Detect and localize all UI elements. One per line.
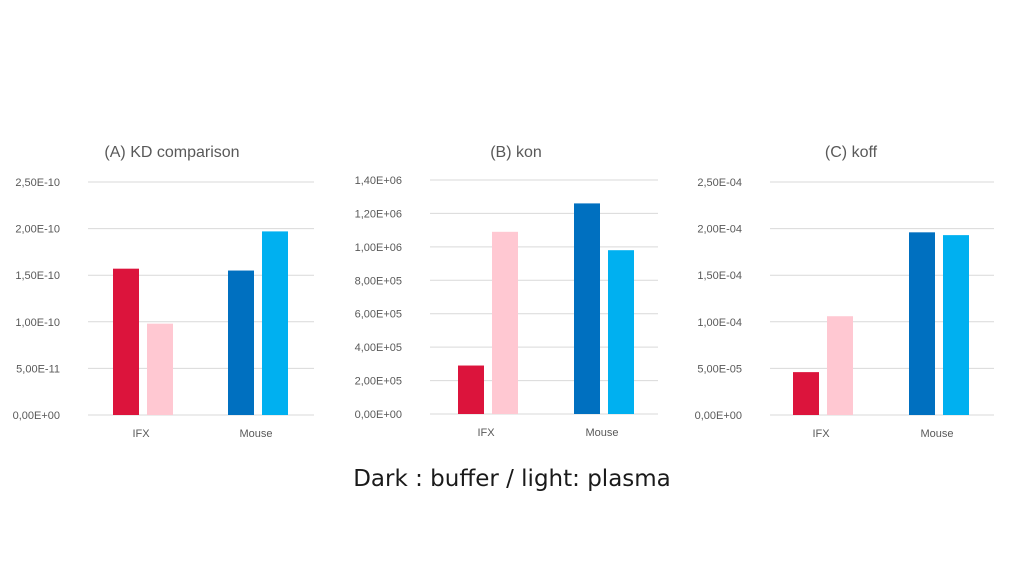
y-tick-label: 2,50E-10: [15, 177, 60, 189]
y-tick-label: 1,20E+06: [355, 208, 402, 220]
y-tick-label: 6,00E+05: [355, 309, 402, 321]
chart-title: (B) kon: [490, 144, 542, 161]
bar-ifx-plasma: [827, 316, 853, 415]
x-category-label: Mouse: [585, 427, 618, 439]
y-tick-label: 2,50E-04: [697, 177, 742, 189]
y-tick-label: 1,40E+06: [355, 175, 402, 187]
y-tick-label: 1,00E-10: [15, 317, 60, 329]
bar-ifx-buffer: [113, 268, 139, 415]
bar-ifx-buffer: [458, 365, 484, 414]
y-tick-label: 1,00E+06: [355, 242, 402, 254]
y-tick-label: 0,00E+00: [355, 409, 402, 421]
y-tick-label: 2,00E-04: [697, 224, 742, 236]
x-category-label: IFX: [132, 428, 150, 440]
chart-kd-comparison: (A) KD comparison 0,00E+00 5,00E-11 1,00E-1…: [13, 144, 314, 440]
bar-mouse-plasma: [262, 231, 288, 415]
x-category-label: IFX: [812, 428, 830, 440]
bar-mouse-plasma: [608, 250, 634, 414]
y-tick-label: 2,00E-10: [15, 224, 60, 236]
y-tick-label: 2,00E+05: [355, 376, 402, 388]
y-tick-label: 8,00E+05: [355, 275, 402, 287]
x-category-label: Mouse: [239, 428, 272, 440]
chart-koff: (C) koff 0,00E+00 5,00E-05 1,00E-04 1,50E-04…: [695, 144, 994, 440]
y-tick-label: 0,00E+00: [695, 410, 742, 422]
y-tick-label: 1,50E-10: [15, 270, 60, 282]
bar-ifx-plasma: [147, 323, 173, 415]
y-tick-label: 0,00E+00: [13, 410, 60, 422]
y-tick-label: 5,00E-05: [697, 363, 742, 375]
y-tick-label: 4,00E+05: [355, 342, 402, 354]
bar-ifx-plasma: [492, 231, 518, 414]
bar-ifx-buffer: [793, 372, 819, 415]
chart-title: (A) KD comparison: [104, 144, 239, 161]
bar-mouse-buffer: [574, 203, 600, 414]
x-category-label: Mouse: [920, 428, 953, 440]
legend-caption: Dark : buffer / light: plasma: [353, 466, 671, 492]
y-tick-label: 1,00E-04: [697, 317, 742, 329]
bar-mouse-buffer: [909, 232, 935, 415]
chart-title: (C) koff: [825, 144, 878, 161]
y-tick-label: 1,50E-04: [697, 270, 742, 282]
y-tick-label: 5,00E-11: [16, 363, 60, 375]
bar-mouse-buffer: [228, 270, 254, 415]
x-category-label: IFX: [477, 427, 495, 439]
bar-mouse-plasma: [943, 235, 969, 415]
chart-kon: (B) kon 0,00E+00 2,00E+05 4,00E+05 6,00E+05 8…: [355, 144, 658, 439]
